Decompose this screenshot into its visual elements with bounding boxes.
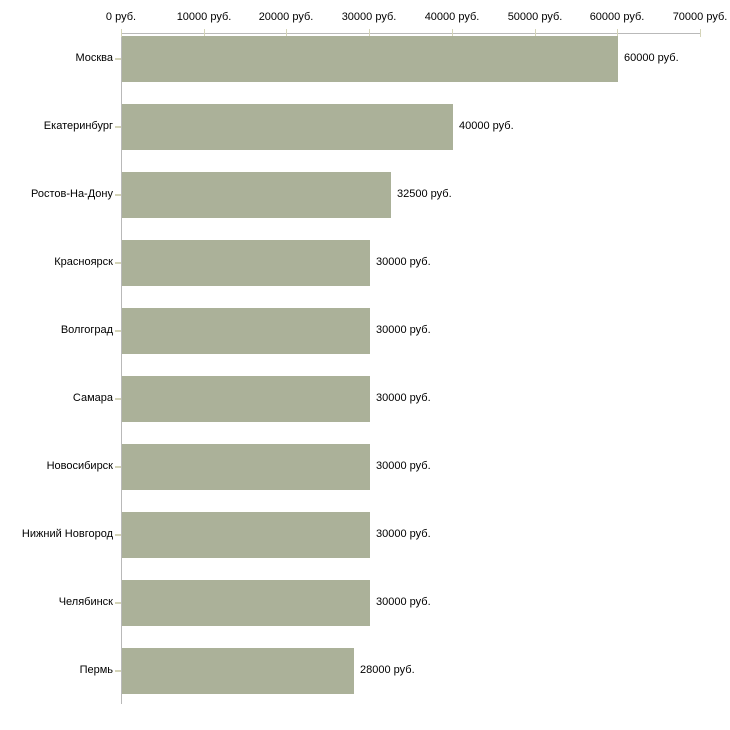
- category-label: Челябинск: [58, 596, 113, 608]
- value-label: 60000 руб.: [624, 52, 679, 64]
- x-axis-tick-label: 60000 руб.: [589, 11, 645, 23]
- value-label: 30000 руб.: [376, 460, 431, 472]
- value-label: 30000 руб.: [376, 596, 431, 608]
- y-axis-line: [121, 33, 122, 704]
- y-axis-tick: [115, 126, 121, 128]
- bar: [122, 512, 370, 558]
- bar: [122, 648, 354, 694]
- category-label: Красноярск: [54, 256, 113, 268]
- x-axis-tick-label: 70000 руб.: [672, 11, 728, 23]
- bar: [122, 172, 391, 218]
- value-label: 40000 руб.: [459, 120, 514, 132]
- category-label: Москва: [75, 52, 113, 64]
- x-axis-tick: [617, 29, 618, 37]
- category-label: Волгоград: [60, 324, 113, 336]
- y-axis-tick: [115, 670, 121, 672]
- y-axis-tick: [115, 194, 121, 196]
- bar: [122, 444, 370, 490]
- y-axis-tick: [115, 466, 121, 468]
- category-label: Новосибирск: [46, 460, 113, 472]
- bar: [122, 36, 618, 82]
- x-axis-tick: [121, 29, 122, 37]
- value-label: 30000 руб.: [376, 256, 431, 268]
- x-axis-tick-label: 50000 руб.: [507, 11, 563, 23]
- value-label: 32500 руб.: [397, 188, 452, 200]
- value-label: 28000 руб.: [360, 664, 415, 676]
- x-axis-tick-label: 0 руб.: [105, 11, 137, 23]
- value-label: 30000 руб.: [376, 324, 431, 336]
- y-axis-tick: [115, 534, 121, 536]
- x-axis-tick: [452, 29, 453, 37]
- category-label: Нижний Новгород: [21, 528, 113, 540]
- x-axis-tick-label: 40000 руб.: [424, 11, 480, 23]
- bar: [122, 104, 453, 150]
- x-axis-tick-label: 20000 руб.: [258, 11, 314, 23]
- x-axis-tick-label: 30000 руб.: [341, 11, 397, 23]
- y-axis-tick: [115, 262, 121, 264]
- x-axis-tick: [535, 29, 536, 37]
- y-axis-tick: [115, 330, 121, 332]
- x-axis-line: [121, 33, 700, 34]
- category-label: Ростов-На-Дону: [30, 188, 113, 200]
- category-label: Екатеринбург: [43, 120, 113, 132]
- category-label: Пермь: [79, 664, 113, 676]
- x-axis-tick: [369, 29, 370, 37]
- value-label: 30000 руб.: [376, 392, 431, 404]
- value-label: 30000 руб.: [376, 528, 431, 540]
- bar: [122, 376, 370, 422]
- bar: [122, 240, 370, 286]
- x-axis-tick: [204, 29, 205, 37]
- y-axis-tick: [115, 602, 121, 604]
- x-axis-tick: [700, 29, 701, 37]
- bar: [122, 580, 370, 626]
- bar: [122, 308, 370, 354]
- y-axis-tick: [115, 398, 121, 400]
- x-axis-tick-label: 10000 руб.: [176, 11, 232, 23]
- x-axis-tick: [286, 29, 287, 37]
- category-label: Самара: [72, 392, 113, 404]
- y-axis-tick: [115, 58, 121, 60]
